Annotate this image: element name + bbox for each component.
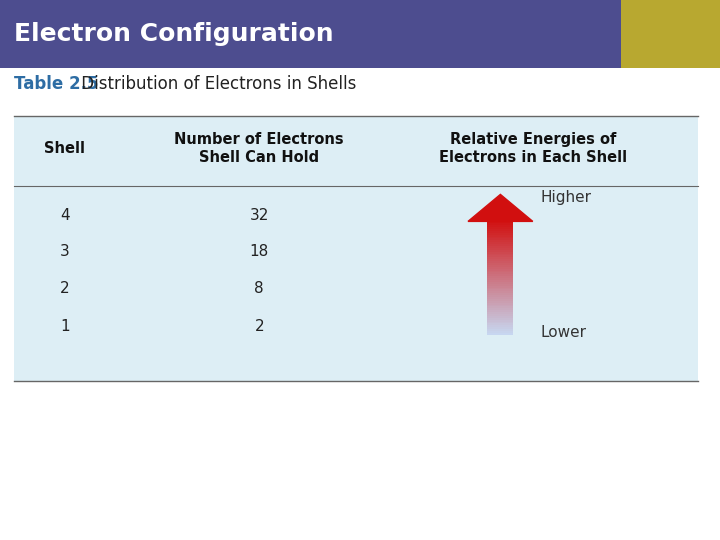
Bar <box>487 245 513 248</box>
Bar <box>487 274 513 276</box>
Bar <box>487 270 513 272</box>
Bar <box>487 257 513 259</box>
Bar <box>487 259 513 261</box>
Text: Relative Energies of
Electrons in Each Shell: Relative Energies of Electrons in Each S… <box>438 132 627 165</box>
Text: 32: 32 <box>250 208 269 224</box>
Bar <box>487 317 513 320</box>
Text: 2: 2 <box>60 281 70 296</box>
Bar <box>487 242 513 244</box>
Text: 3: 3 <box>60 244 70 259</box>
Bar <box>487 321 513 323</box>
Text: 8: 8 <box>254 281 264 296</box>
Bar <box>487 325 513 327</box>
Bar <box>487 261 513 263</box>
Bar <box>487 295 513 297</box>
Bar <box>487 251 513 254</box>
Bar <box>487 240 513 242</box>
Bar <box>487 309 513 312</box>
Bar <box>487 222 513 225</box>
Bar <box>487 247 513 249</box>
Bar <box>487 228 513 231</box>
Bar <box>487 272 513 274</box>
Bar <box>487 313 513 316</box>
Bar <box>487 230 513 233</box>
Bar <box>487 328 513 331</box>
Bar <box>487 253 513 255</box>
Bar <box>487 280 513 282</box>
Bar <box>487 244 513 246</box>
Bar <box>487 238 513 240</box>
Bar <box>487 255 513 258</box>
Bar <box>487 306 513 308</box>
Bar <box>487 308 513 310</box>
Bar <box>487 330 513 333</box>
Text: Lower: Lower <box>540 325 586 340</box>
Bar <box>487 232 513 234</box>
Bar <box>487 315 513 318</box>
Bar <box>487 268 513 271</box>
Bar <box>487 319 513 322</box>
Bar <box>487 285 513 287</box>
Bar <box>487 225 513 227</box>
Bar <box>487 293 513 295</box>
Bar <box>487 323 513 325</box>
Bar <box>487 278 513 280</box>
Text: 1: 1 <box>60 319 70 334</box>
FancyBboxPatch shape <box>621 0 720 68</box>
Text: Shell: Shell <box>45 141 85 156</box>
Bar <box>487 304 513 306</box>
Text: Distribution of Electrons in Shells: Distribution of Electrons in Shells <box>76 75 356 93</box>
Bar <box>487 281 513 284</box>
FancyBboxPatch shape <box>14 116 698 381</box>
Bar <box>487 291 513 293</box>
Polygon shape <box>468 194 533 221</box>
Bar <box>487 287 513 289</box>
Text: Number of Electrons
Shell Can Hold: Number of Electrons Shell Can Hold <box>174 132 344 165</box>
Bar <box>487 275 513 278</box>
Bar <box>487 236 513 239</box>
FancyBboxPatch shape <box>0 0 720 68</box>
Bar <box>487 221 513 223</box>
Bar <box>487 332 513 335</box>
Bar <box>487 296 513 299</box>
Bar <box>487 302 513 305</box>
Bar <box>487 283 513 286</box>
Bar <box>487 227 513 229</box>
Bar <box>487 234 513 237</box>
Text: 4: 4 <box>60 208 70 224</box>
Bar <box>487 249 513 252</box>
Bar <box>487 300 513 302</box>
Bar <box>487 289 513 292</box>
Bar <box>487 298 513 301</box>
Bar <box>487 327 513 329</box>
Bar <box>487 262 513 265</box>
Text: 2: 2 <box>254 319 264 334</box>
Bar <box>487 266 513 269</box>
Text: Electron Configuration: Electron Configuration <box>14 22 334 46</box>
Text: Table 2.5: Table 2.5 <box>14 75 99 93</box>
Bar <box>487 265 513 267</box>
Text: 18: 18 <box>250 244 269 259</box>
Text: Higher: Higher <box>540 190 591 205</box>
Bar <box>487 312 513 314</box>
